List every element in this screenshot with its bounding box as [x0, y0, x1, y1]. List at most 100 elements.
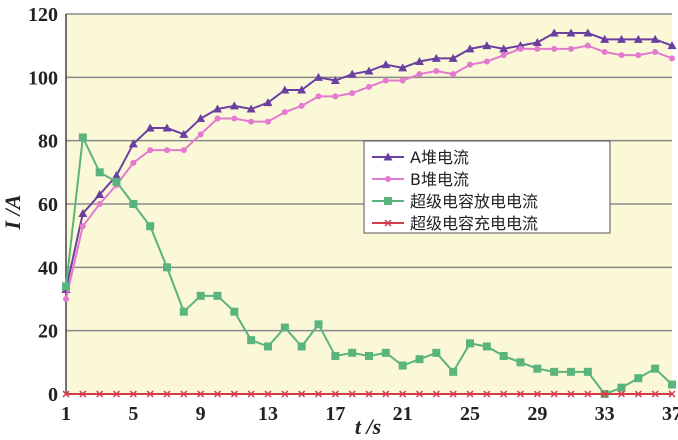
- data-point: [79, 223, 86, 230]
- data-point: [583, 28, 593, 37]
- x-tick-label: 1: [61, 403, 71, 425]
- data-point: [264, 342, 272, 351]
- x-tick-label: 21: [393, 403, 413, 425]
- legend-label-charge: 超级电容充电电流: [410, 214, 538, 233]
- data-point: [633, 34, 643, 43]
- data-point: [516, 390, 525, 398]
- data-point: [399, 77, 406, 84]
- y-tick-label: 80: [38, 131, 58, 153]
- data-point: [297, 85, 307, 94]
- data-point: [230, 390, 238, 398]
- data-point: [281, 109, 288, 116]
- data-point: [584, 42, 591, 49]
- data-point: [651, 364, 660, 373]
- x-tick-label: 13: [258, 403, 278, 425]
- data-point: [96, 390, 104, 398]
- data-point: [146, 390, 154, 398]
- data-point: [79, 390, 87, 398]
- data-point: [365, 352, 373, 360]
- data-point: [516, 358, 525, 367]
- data-point: [112, 171, 121, 179]
- tick-labels: 0 20 40 60 80 100 120 1 5 9 13 17 21 25 29 33 37: [28, 4, 678, 425]
- data-point: [130, 159, 137, 166]
- data-point: [617, 390, 626, 398]
- data-point: [263, 98, 273, 107]
- data-point: [483, 390, 491, 398]
- y-axis-title: I /A: [0, 195, 25, 231]
- data-point: [415, 57, 424, 65]
- data-point: [584, 390, 592, 398]
- data-point: [164, 147, 170, 154]
- data-point: [78, 209, 88, 217]
- y-tick-label: 120: [28, 4, 58, 26]
- legend-marker: [384, 197, 392, 205]
- data-point: [179, 129, 189, 138]
- x-tick-label: 17: [325, 403, 345, 425]
- data-point: [433, 68, 440, 74]
- data-point: [95, 190, 105, 198]
- data-point: [567, 390, 575, 398]
- data-point: [601, 390, 609, 398]
- data-point: [331, 390, 339, 398]
- data-point: [280, 323, 289, 332]
- data-point: [265, 118, 271, 125]
- data-point: [366, 83, 372, 90]
- data-point: [482, 41, 492, 50]
- data-point: [162, 123, 172, 132]
- data-point: [365, 390, 373, 398]
- data-point: [348, 348, 357, 357]
- legend-marker: [384, 219, 392, 227]
- x-axis-title: t /s: [355, 414, 381, 439]
- data-point: [399, 390, 407, 398]
- data-point: [96, 201, 103, 207]
- data-series: [61, 28, 677, 398]
- data-point: [179, 307, 188, 316]
- data-point: [180, 390, 188, 398]
- data-point: [297, 342, 306, 351]
- data-point: [499, 352, 508, 360]
- data-point: [466, 339, 474, 348]
- data-point: [364, 66, 374, 75]
- data-point: [196, 114, 206, 122]
- data-point: [398, 361, 407, 370]
- data-point: [147, 147, 154, 154]
- data-point: [667, 41, 677, 50]
- data-point: [281, 390, 289, 398]
- data-point: [330, 76, 340, 84]
- legend-label-a: A堆电流: [410, 148, 469, 167]
- data-point: [449, 367, 458, 376]
- data-point: [600, 34, 610, 43]
- data-point: [112, 390, 121, 398]
- data-point: [196, 291, 205, 300]
- data-point: [500, 390, 508, 398]
- data-point: [415, 390, 424, 398]
- data-point: [500, 52, 507, 59]
- data-point: [128, 139, 138, 148]
- data-point: [381, 60, 391, 69]
- data-point: [533, 364, 542, 373]
- data-point: [450, 71, 457, 78]
- data-point: [617, 34, 626, 43]
- data-point: [568, 45, 574, 52]
- data-point: [298, 390, 306, 398]
- data-point: [247, 336, 256, 345]
- data-point: [533, 390, 541, 398]
- data-point: [145, 123, 155, 132]
- legend-marker: [385, 176, 391, 182]
- y-tick-label: 40: [38, 257, 58, 279]
- data-point: [230, 307, 239, 316]
- data-point: [197, 390, 205, 398]
- y-tick-label: 0: [48, 384, 58, 406]
- x-tick-label: 5: [128, 403, 138, 425]
- data-point: [349, 90, 356, 97]
- data-point: [465, 44, 475, 53]
- data-point: [197, 131, 204, 138]
- data-point: [549, 28, 559, 37]
- data-point: [315, 93, 322, 100]
- data-point: [449, 390, 457, 398]
- data-point: [634, 374, 643, 383]
- x-tick-label: 25: [460, 403, 480, 425]
- data-point: [482, 342, 491, 351]
- data-point: [567, 367, 575, 376]
